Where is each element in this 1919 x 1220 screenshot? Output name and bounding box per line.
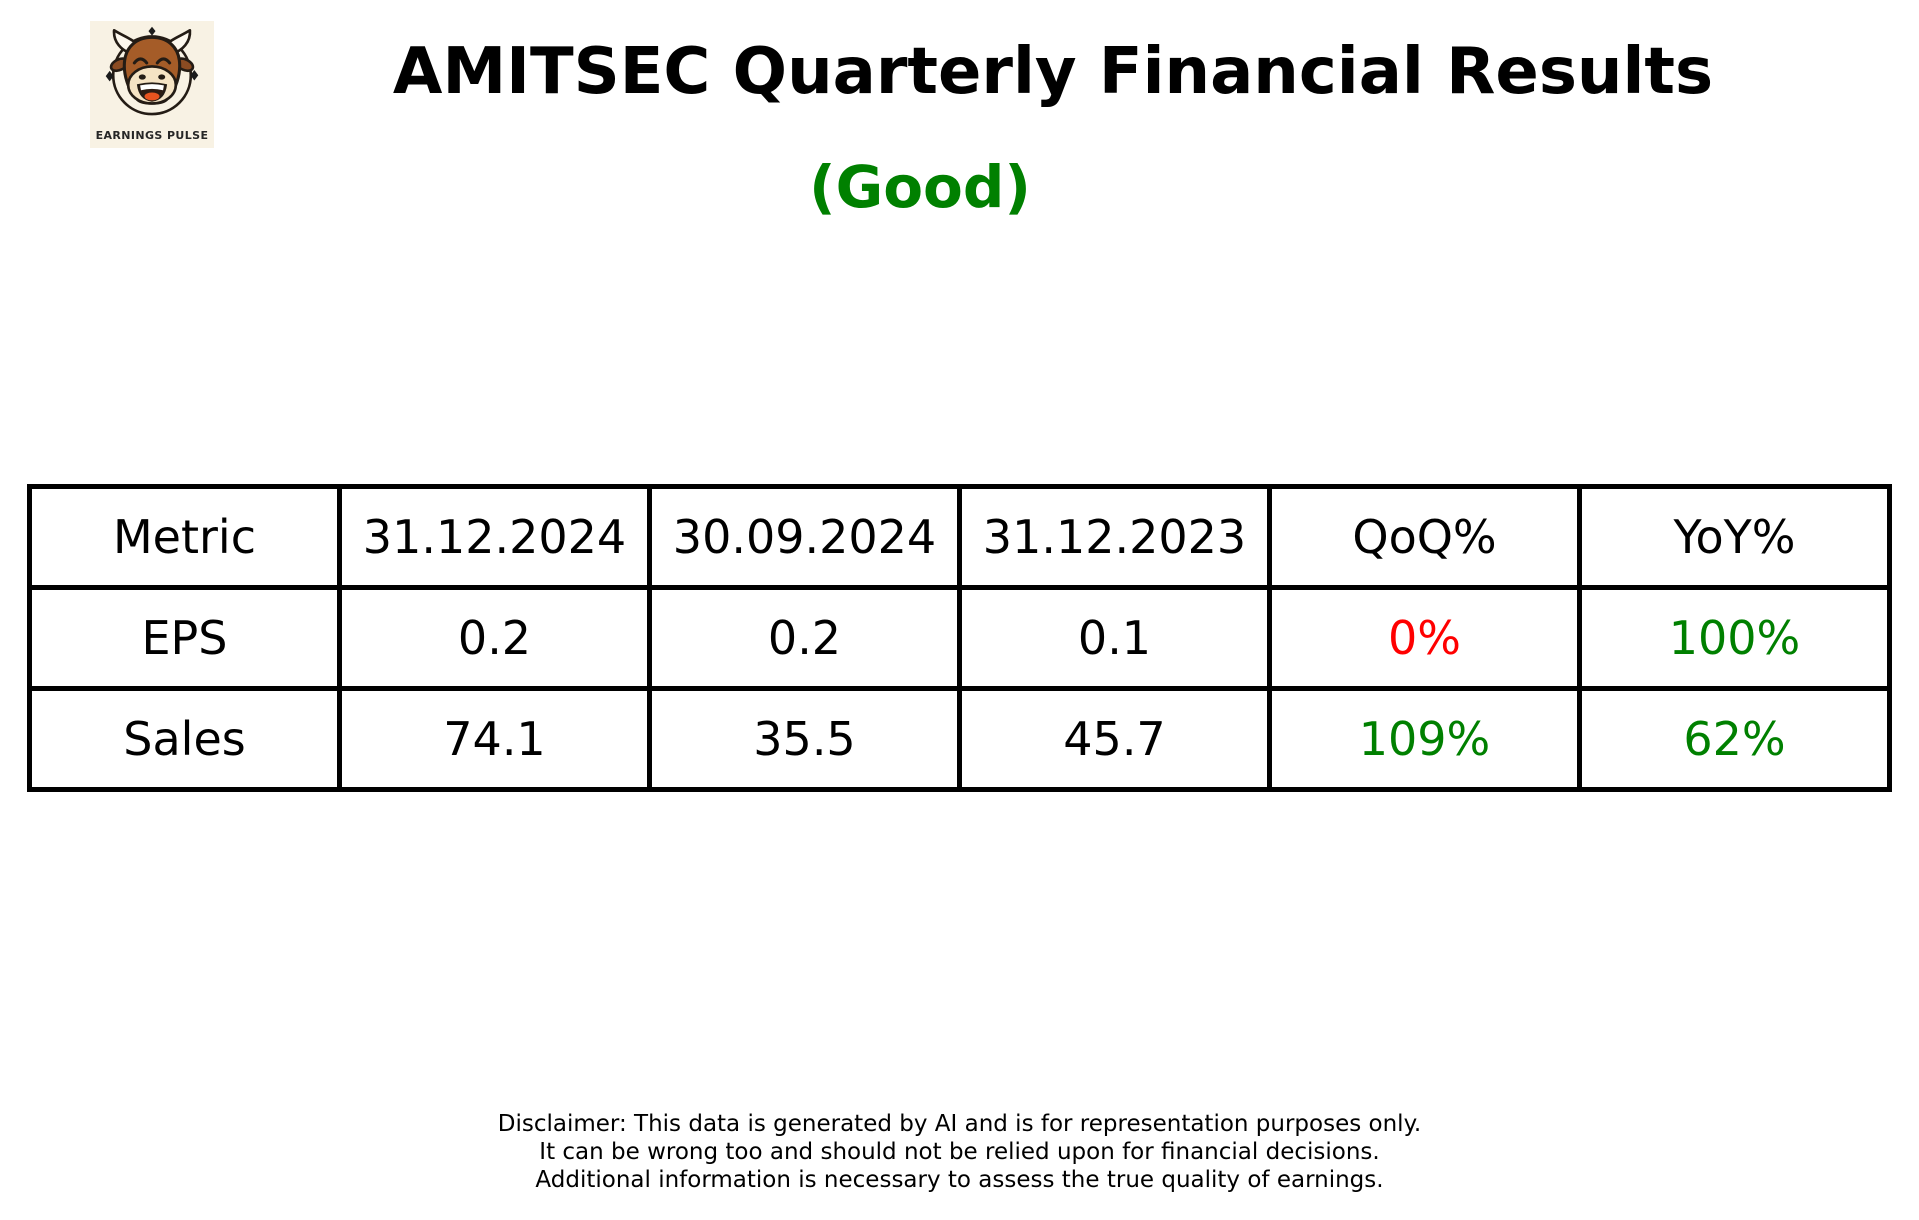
yoy-cell: 62% xyxy=(1577,686,1892,792)
value-cell: 45.7 xyxy=(957,686,1272,792)
metric-cell: Sales xyxy=(27,686,342,792)
metric-cell: EPS xyxy=(27,585,342,691)
table-row-sales: Sales 74.1 35.5 45.7 109% 62% xyxy=(27,686,1892,792)
results-table: Metric 31.12.2024 30.09.2024 31.12.2023 … xyxy=(27,484,1892,792)
column-header-q-yearago: 31.12.2023 xyxy=(957,484,1272,590)
qoq-cell: 109% xyxy=(1267,686,1582,792)
value-cell: 0.2 xyxy=(647,585,962,691)
brand-label: EARNINGS PULSE xyxy=(95,129,209,142)
column-header-metric: Metric xyxy=(27,484,342,590)
value-cell: 35.5 xyxy=(647,686,962,792)
value-cell: 0.2 xyxy=(337,585,652,691)
column-header-yoy: YoY% xyxy=(1577,484,1892,590)
qoq-cell: 0% xyxy=(1267,585,1582,691)
verdict-badge: (Good) xyxy=(809,153,1031,221)
value-cell: 0.1 xyxy=(957,585,1272,691)
disclaimer: Disclaimer: This data is generated by AI… xyxy=(0,1110,1919,1194)
disclaimer-line: It can be wrong too and should not be re… xyxy=(539,1139,1380,1165)
column-header-q-current: 31.12.2024 xyxy=(337,484,652,590)
earnings-pulse-logo: EARNINGS PULSE xyxy=(90,21,214,148)
disclaimer-line: Disclaimer: This data is generated by AI… xyxy=(497,1111,1422,1137)
table-header-row: Metric 31.12.2024 30.09.2024 31.12.2023 … xyxy=(27,484,1892,590)
bull-icon xyxy=(105,26,199,116)
table-row-eps: EPS 0.2 0.2 0.1 0% 100% xyxy=(27,585,1892,691)
column-header-qoq: QoQ% xyxy=(1267,484,1582,590)
disclaimer-line: Additional information is necessary to a… xyxy=(535,1167,1384,1193)
page-title: AMITSEC Quarterly Financial Results xyxy=(392,35,1714,109)
value-cell: 74.1 xyxy=(337,686,652,792)
yoy-cell: 100% xyxy=(1577,585,1892,691)
column-header-q-previous: 30.09.2024 xyxy=(647,484,962,590)
